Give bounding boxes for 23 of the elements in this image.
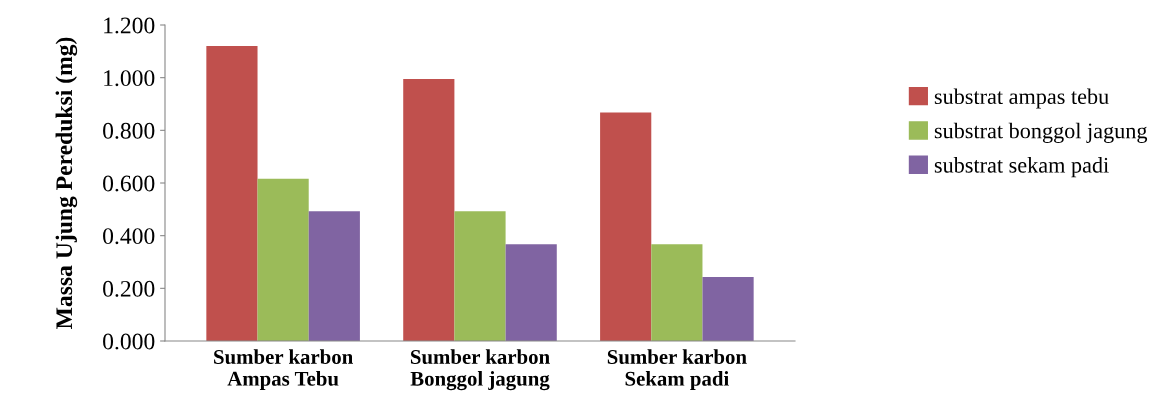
y-tick-label: 0.600 xyxy=(103,175,155,192)
y-tick-label: 0.800 xyxy=(103,122,155,139)
y-tick-label: 0.400 xyxy=(103,228,155,245)
y-tick-label: 0.200 xyxy=(103,280,155,297)
bar xyxy=(403,78,455,341)
x-tick-label: Sumber karbon Bonggol jagung xyxy=(410,349,550,391)
y-tick-label: 1.200 xyxy=(104,17,155,34)
legend-label: substrat ampas tebu xyxy=(934,88,1109,109)
y-tick-label: 0.000 xyxy=(103,333,155,350)
bar xyxy=(505,244,557,341)
bar xyxy=(600,112,652,341)
bar xyxy=(702,277,754,341)
x-tick-label: Sumber karbon Ampas Tebu xyxy=(214,349,353,391)
legend-label: substrat sekam padi xyxy=(934,157,1109,178)
bar xyxy=(308,211,360,341)
legend-label: substrat bonggol jagung xyxy=(934,122,1148,143)
y-tick-label: 1.000 xyxy=(104,70,155,87)
bar xyxy=(651,244,703,341)
bar xyxy=(454,211,506,341)
x-tick-label: Sumber karbon Sekam padi xyxy=(607,349,747,391)
bar xyxy=(257,178,309,341)
y-axis-title: Massa Ujung Pereduksi (mg) xyxy=(55,37,78,329)
bar xyxy=(206,46,258,341)
